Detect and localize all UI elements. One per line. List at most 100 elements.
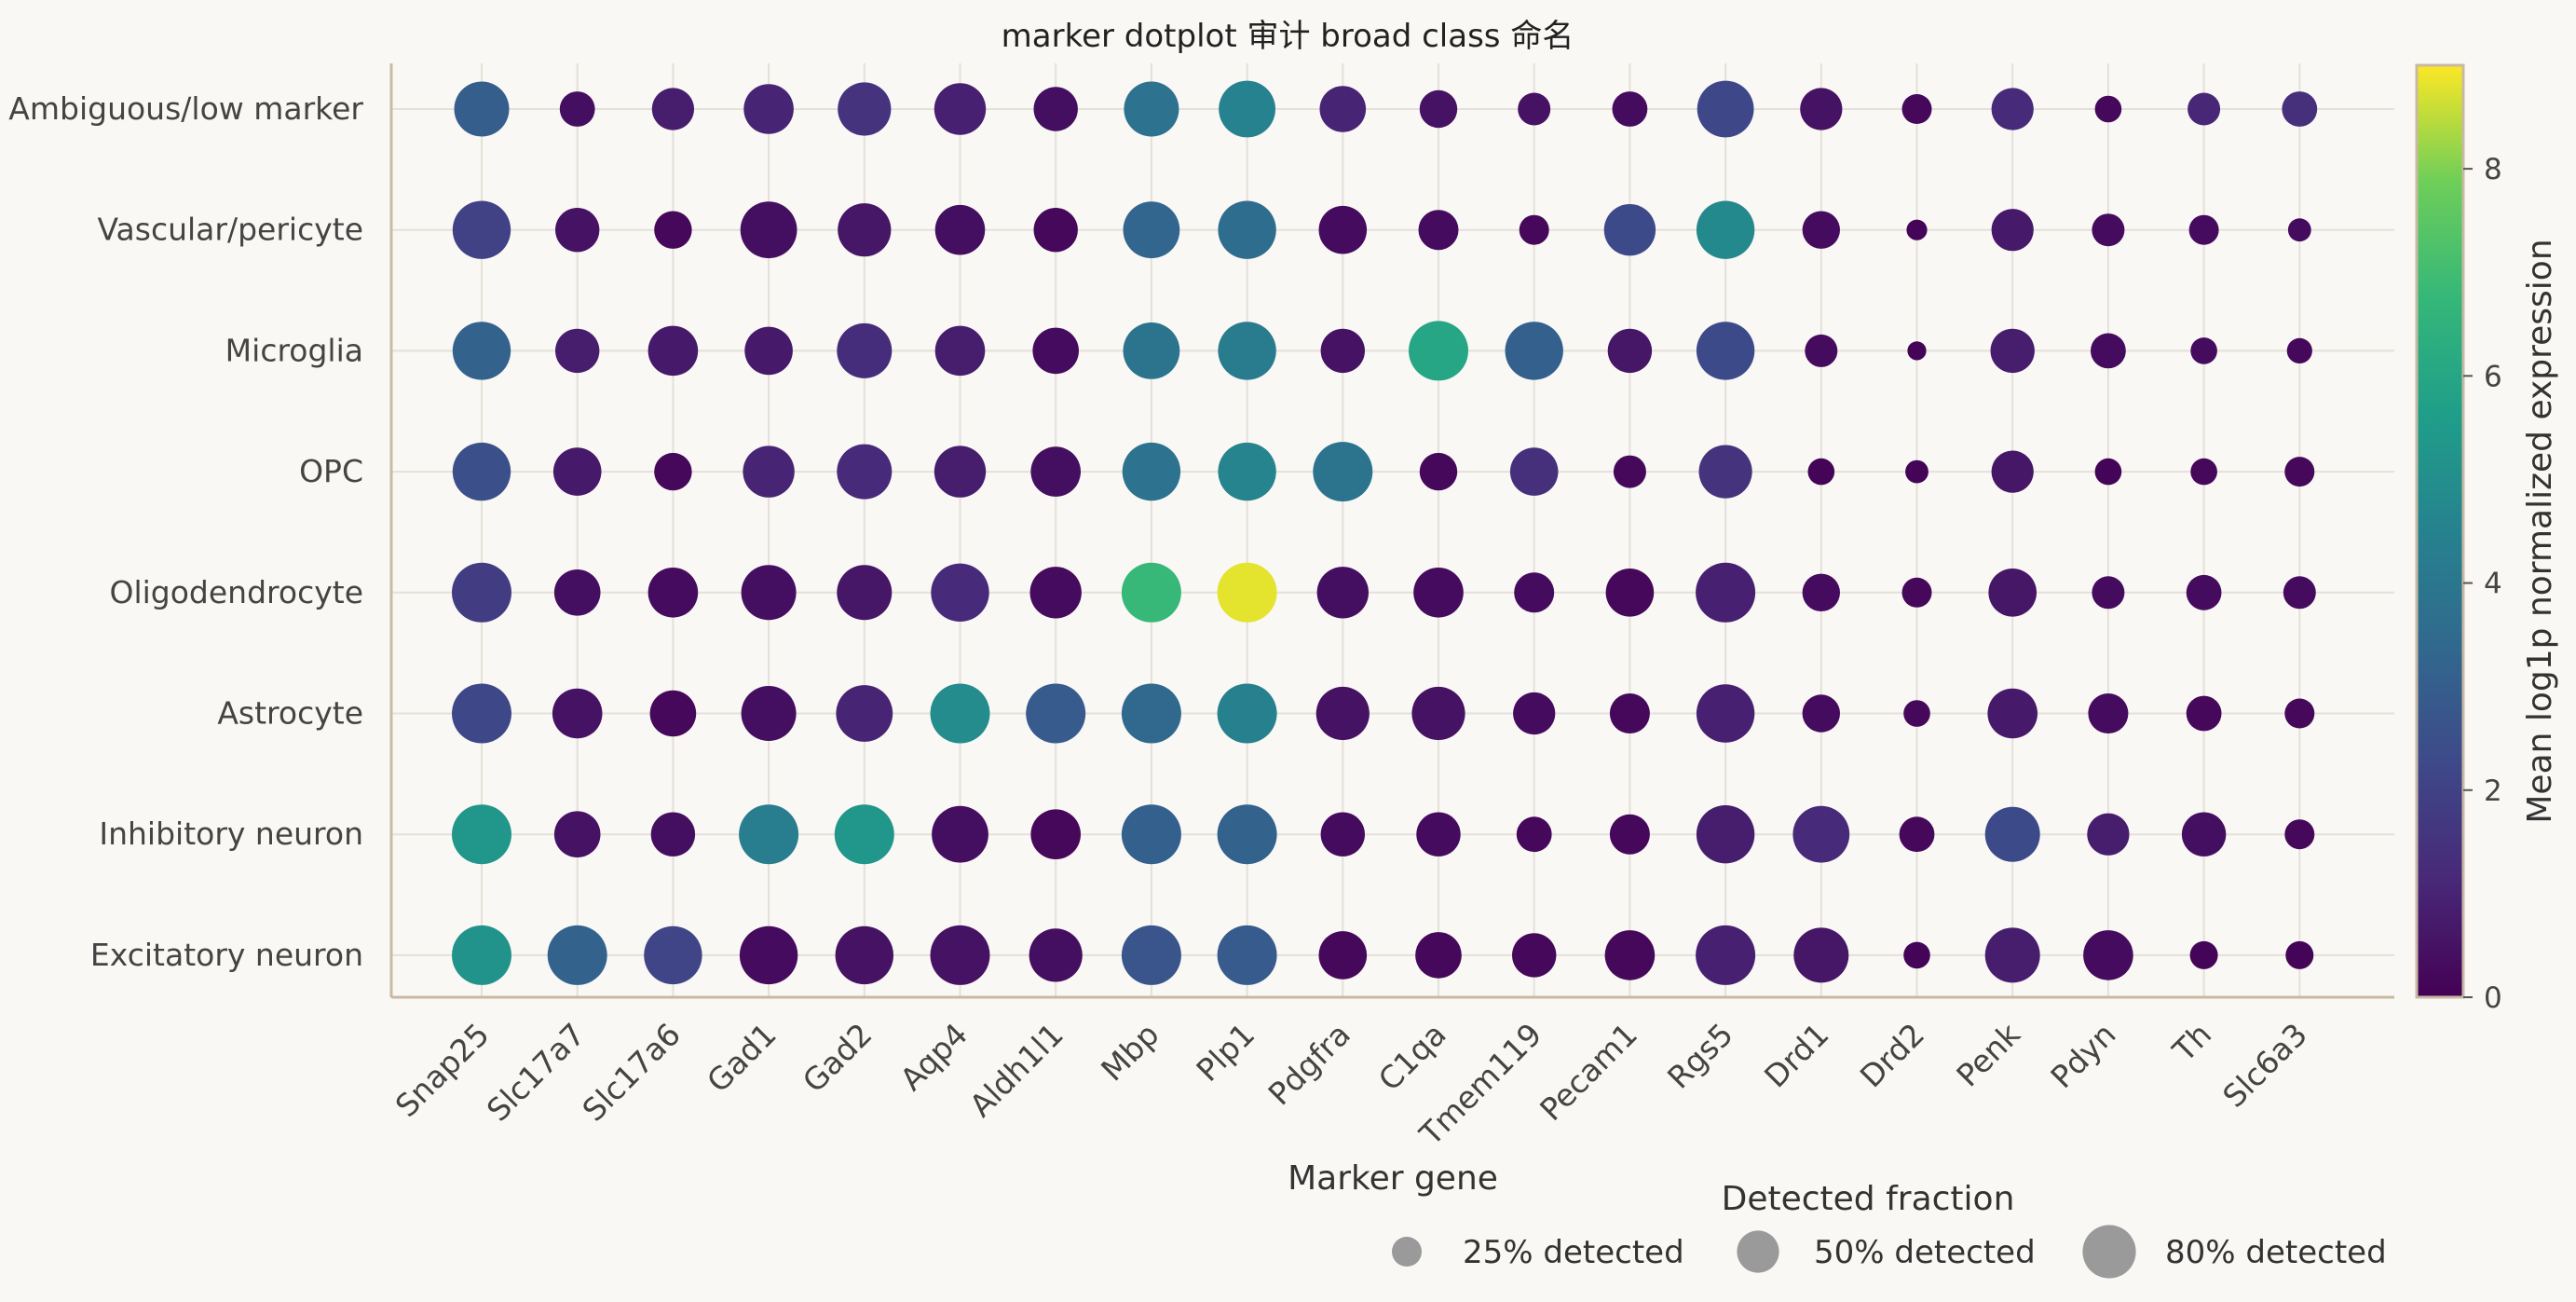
x-tick-label: Gad2 bbox=[796, 1016, 879, 1100]
dot-gad1-opc bbox=[743, 445, 795, 498]
dot-slc17a7-astrocyte bbox=[552, 688, 603, 739]
dot-pdyn-opc bbox=[2094, 458, 2122, 486]
dot-pdgfra-inhibitory-neuron bbox=[1320, 812, 1366, 857]
x-tick-label: Plp1 bbox=[1189, 1016, 1261, 1089]
x-tick-label: Snap25 bbox=[388, 1016, 497, 1124]
y-tick-label: Inhibitory neuron bbox=[99, 815, 363, 852]
dot-penk-vascular-pericyte bbox=[1991, 209, 2034, 252]
y-tick-label: Vascular/pericyte bbox=[98, 212, 363, 248]
dot-gad2-oligodendrocyte bbox=[837, 565, 893, 621]
x-tick-label: Pdgfra bbox=[1261, 1016, 1357, 1112]
dot-pecam1-astrocyte bbox=[1609, 693, 1650, 733]
dot-slc17a6-excitatory-neuron bbox=[644, 925, 702, 985]
dot-snap25-opc bbox=[452, 442, 511, 501]
dot-c1qa-microglia bbox=[1409, 321, 1468, 381]
size-legend-label: 50% detected bbox=[1814, 1234, 2036, 1271]
dot-gad2-astrocyte bbox=[836, 685, 893, 742]
dot-slc6a3-ambiguous-low-marker bbox=[2282, 91, 2318, 127]
dot-slc17a6-opc bbox=[654, 452, 692, 491]
x-tick-label: Aqp4 bbox=[893, 1016, 975, 1098]
x-tick-label: Slc17a6 bbox=[576, 1016, 688, 1129]
dot-gad2-ambiguous-low-marker bbox=[838, 82, 892, 136]
x-tick-label: Penk bbox=[1949, 1015, 2027, 1093]
y-tick-label: Microglia bbox=[225, 332, 363, 368]
dot-gad2-excitatory-neuron bbox=[835, 925, 893, 985]
dot-drd2-excitatory-neuron bbox=[1903, 941, 1930, 969]
colorbar-ticks: 0 2 4 6 8 bbox=[2463, 153, 2502, 1015]
dot-snap25-excitatory-neuron bbox=[452, 925, 511, 985]
dot-penk-inhibitory-neuron bbox=[1984, 806, 2040, 862]
dot-snap25-vascular-pericyte bbox=[452, 200, 511, 259]
x-tick-label: Drd2 bbox=[1853, 1016, 1931, 1094]
dot-aldh1l1-excitatory-neuron bbox=[1029, 928, 1083, 982]
colorbar-tick-label: 0 bbox=[2484, 981, 2502, 1015]
dot-gad2-vascular-pericyte bbox=[838, 203, 892, 257]
dot-aqp4-excitatory-neuron bbox=[930, 925, 990, 985]
dot-slc6a3-inhibitory-neuron bbox=[2284, 819, 2315, 850]
size-legend-marker bbox=[1737, 1230, 1779, 1273]
dot-pdyn-astrocyte bbox=[2088, 693, 2129, 733]
dot-plp1-vascular-pericyte bbox=[1218, 200, 1276, 259]
x-tick-label: Drd1 bbox=[1757, 1016, 1835, 1094]
dot-c1qa-astrocyte bbox=[1411, 686, 1465, 741]
dot-tmem119-inhibitory-neuron bbox=[1516, 816, 1552, 853]
dot-mbp-oligodendrocyte bbox=[1121, 562, 1181, 623]
dot-aqp4-opc bbox=[934, 445, 987, 498]
dot-slc17a7-opc bbox=[552, 447, 602, 496]
size-legend-label: 80% detected bbox=[2165, 1234, 2387, 1271]
dots bbox=[452, 80, 2318, 985]
dot-drd1-inhibitory-neuron bbox=[1792, 805, 1850, 863]
dot-drd2-ambiguous-low-marker bbox=[1901, 94, 1932, 124]
dot-snap25-oligodendrocyte bbox=[452, 562, 511, 623]
dot-drd2-vascular-pericyte bbox=[1906, 219, 1928, 240]
dot-gad2-inhibitory-neuron bbox=[834, 804, 894, 865]
plot-axes bbox=[389, 63, 2394, 999]
dot-rgs5-astrocyte bbox=[1696, 684, 1755, 743]
dot-tmem119-ambiguous-low-marker bbox=[1518, 92, 1551, 126]
y-tick-label: OPC bbox=[299, 453, 363, 489]
dot-snap25-inhibitory-neuron bbox=[452, 804, 511, 865]
colorbar-tick-label: 2 bbox=[2484, 774, 2502, 808]
dot-tmem119-opc bbox=[1509, 447, 1559, 496]
dot-snap25-ambiguous-low-marker bbox=[454, 81, 510, 137]
colorbar-gradient bbox=[2415, 63, 2465, 999]
dot-gad2-opc bbox=[837, 444, 893, 500]
dot-c1qa-ambiguous-low-marker bbox=[1419, 89, 1458, 129]
dot-rgs5-vascular-pericyte bbox=[1696, 200, 1755, 259]
dot-drd1-oligodendrocyte bbox=[1802, 573, 1841, 611]
dot-drd2-oligodendrocyte bbox=[1901, 577, 1932, 608]
dot-aqp4-vascular-pericyte bbox=[934, 204, 986, 255]
y-tick-label: Oligodendrocyte bbox=[109, 574, 363, 610]
dot-aldh1l1-inhibitory-neuron bbox=[1030, 809, 1081, 859]
dot-pdyn-oligodendrocyte bbox=[2092, 576, 2125, 610]
dot-slc17a7-ambiguous-low-marker bbox=[559, 91, 595, 127]
dot-th-oligodendrocyte bbox=[2186, 574, 2222, 610]
dot-drd2-inhibitory-neuron bbox=[1899, 816, 1935, 853]
colorbar-tick-label: 4 bbox=[2484, 568, 2502, 601]
dot-snap25-astrocyte bbox=[452, 683, 511, 744]
dot-drd1-ambiguous-low-marker bbox=[1800, 88, 1843, 130]
dot-gad1-inhibitory-neuron bbox=[739, 804, 799, 865]
y-tick-label: Astrocyte bbox=[217, 695, 363, 732]
dot-gad1-excitatory-neuron bbox=[739, 925, 798, 985]
dot-th-excitatory-neuron bbox=[2189, 940, 2218, 969]
x-tick-label: Slc17a7 bbox=[480, 1016, 593, 1129]
dot-penk-microglia bbox=[1990, 328, 2035, 374]
dot-pdgfra-vascular-pericyte bbox=[1318, 205, 1368, 254]
dot-drd2-microglia bbox=[1907, 341, 1927, 361]
dot-mbp-excitatory-neuron bbox=[1121, 925, 1181, 985]
dot-drd1-astrocyte bbox=[1802, 694, 1841, 733]
dot-th-vascular-pericyte bbox=[2188, 214, 2219, 245]
dot-tmem119-excitatory-neuron bbox=[1512, 933, 1557, 978]
dot-pdgfra-opc bbox=[1313, 442, 1373, 502]
dot-pecam1-microglia bbox=[1607, 328, 1653, 374]
dot-slc17a6-oligodendrocyte bbox=[647, 568, 699, 618]
dot-aqp4-ambiguous-low-marker bbox=[934, 83, 987, 135]
x-axis-title: Marker gene bbox=[1288, 1159, 1498, 1198]
x-tick-label: Th bbox=[2165, 1016, 2218, 1069]
dot-drd2-opc bbox=[1905, 459, 1929, 484]
x-tick-label: Aldh1l1 bbox=[962, 1016, 1070, 1124]
dot-mbp-astrocyte bbox=[1121, 683, 1181, 744]
dot-drd1-opc bbox=[1807, 458, 1835, 486]
